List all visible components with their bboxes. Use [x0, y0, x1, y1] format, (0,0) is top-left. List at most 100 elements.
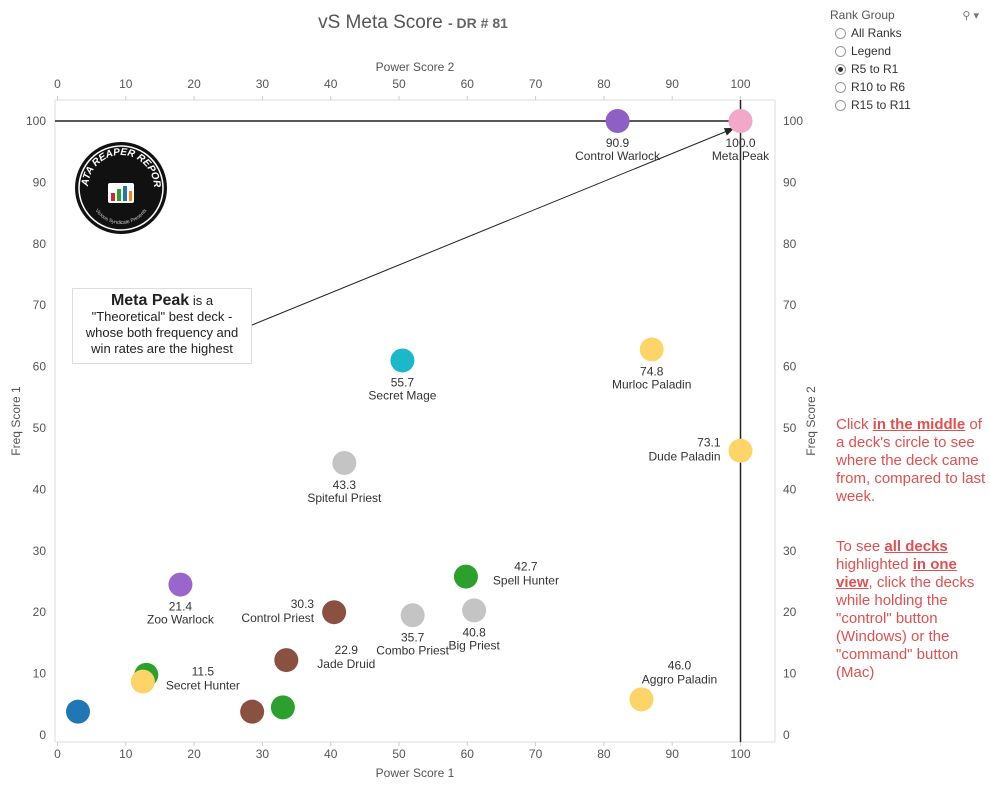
rank-option-0[interactable]: All Ranks	[835, 24, 985, 42]
y2-tick-label: 40	[783, 482, 797, 496]
annotation-rest4: win rates are the highest	[91, 341, 233, 356]
x2-axis-title: Power Score 2	[376, 60, 455, 74]
y-tick-label: 30	[33, 544, 47, 558]
rank-option-label: R10 to R6	[851, 80, 906, 94]
search-icon[interactable]: ⚲ ▾	[962, 9, 979, 22]
note2-a: To see	[836, 538, 885, 555]
x2-tick-label: 10	[119, 77, 133, 91]
radio-button[interactable]	[835, 45, 846, 57]
rank-option-1[interactable]: Legend	[835, 42, 985, 60]
rank-option-4[interactable]: R15 to R11	[835, 96, 985, 114]
y2-tick-label: 50	[783, 421, 797, 435]
deck-name-label: Control Priest	[241, 611, 314, 625]
x2-tick-label: 80	[597, 77, 611, 91]
deck-name-label: Zoo Warlock	[147, 613, 215, 627]
x-tick-label: 0	[54, 747, 61, 761]
x-tick-label: 10	[119, 747, 133, 761]
annotation-bold: Meta Peak	[110, 292, 190, 309]
note1-b: in the middle	[872, 416, 966, 433]
note1-c: of a deck's circle to see where the deck…	[836, 416, 986, 505]
rank-options: All Ranks Legend R5 to R1 R10 to R6 R15 to R…	[830, 24, 985, 114]
deck-name-label: Combo Priest	[376, 643, 449, 657]
y-tick-label: 0	[39, 728, 46, 742]
deck-value-label: 46.0	[668, 658, 692, 672]
deck-name-label: Secret Hunter	[166, 679, 240, 693]
deck-value-label: 11.5	[192, 665, 215, 679]
y2-tick-label: 90	[783, 175, 797, 189]
deck-name-label: Big Priest	[448, 638, 500, 652]
deck-value-label: 30.3	[291, 597, 315, 611]
y-tick-label: 70	[33, 298, 47, 312]
radio-button[interactable]	[835, 99, 846, 111]
y2-tick-label: 10	[783, 667, 797, 681]
y-axis-title: Freq Score 1	[9, 386, 23, 456]
deck-point	[322, 600, 347, 625]
rank-option-label: R15 to R11	[851, 98, 911, 112]
deck-value-label: 90.9	[606, 136, 630, 150]
note1-a: Click	[836, 416, 873, 433]
deck-point	[274, 648, 299, 673]
deck-point	[728, 438, 753, 463]
deck-point	[605, 109, 630, 133]
chart-title: vS Meta Score - DR # 81	[0, 12, 826, 34]
y-tick-label: 40	[33, 482, 47, 496]
instruction-note-2: To see all decks highlighted in one view…	[836, 538, 986, 682]
x2-tick-label: 50	[392, 77, 406, 91]
deck-point	[453, 564, 478, 589]
y2-tick-label: 100	[783, 114, 803, 128]
rank-option-3[interactable]: R10 to R6	[835, 78, 985, 96]
y-tick-label: 60	[33, 360, 47, 374]
y2-tick-label: 20	[783, 605, 797, 619]
note2-d: in one view	[836, 556, 957, 591]
data-reaper-logo: DATA REAPER REPORT Vicious Syndicate Pre…	[70, 133, 168, 235]
rank-option-2[interactable]: R5 to R1	[835, 60, 985, 78]
y2-tick-label: 70	[783, 298, 797, 312]
deck-value-label: 21.4	[169, 600, 193, 614]
x2-tick-label: 70	[529, 77, 543, 91]
x2-tick-label: 30	[256, 77, 270, 91]
deck-name-label: Spiteful Priest	[307, 491, 382, 505]
x2-tick-label: 90	[666, 77, 680, 91]
deck-name-label: Jade Druid	[317, 657, 375, 671]
rank-option-label: Legend	[851, 44, 892, 58]
instruction-note-1: Click in the middle of a deck's circle t…	[836, 416, 986, 506]
x-tick-label: 40	[324, 747, 338, 761]
deck-value-label: 74.8	[640, 364, 664, 378]
x2-tick-label: 60	[461, 77, 475, 91]
deck-name-label: Aggro Paladin	[642, 672, 717, 686]
y2-tick-label: 60	[783, 360, 797, 374]
deck-value-label: 55.7	[391, 375, 415, 389]
deck-value-label: 40.8	[462, 625, 486, 639]
deck-point	[462, 598, 487, 623]
deck-point	[332, 450, 357, 475]
radio-button[interactable]	[835, 27, 846, 39]
deck-name-label: Spell Hunter	[493, 574, 559, 588]
y-tick-label: 50	[33, 421, 47, 435]
rank-option-label: R5 to R1	[851, 62, 899, 76]
x-tick-label: 60	[461, 747, 475, 761]
annotation-rest3: whose both frequency and	[85, 325, 239, 340]
rank-group-header: Rank Group ⚲ ▾	[830, 6, 985, 24]
deck-point	[639, 337, 664, 362]
deck-point	[728, 109, 753, 133]
deck-point	[168, 572, 193, 597]
rank-option-label: All Ranks	[851, 26, 902, 40]
deck-name-label: Dude Paladin	[648, 450, 720, 464]
annotation-rest1: is a	[189, 293, 214, 308]
x-tick-label: 100	[730, 747, 750, 761]
radio-button[interactable]	[835, 81, 846, 93]
deck-point	[629, 687, 654, 712]
deck-name-label: Meta Peak	[712, 149, 770, 163]
rank-group-label: Rank Group	[830, 8, 895, 22]
x2-tick-label: 20	[187, 77, 201, 91]
y2-tick-label: 0	[783, 728, 790, 742]
x-tick-label: 30	[256, 747, 270, 761]
chart-title-main: vS Meta Score	[318, 12, 443, 33]
x-tick-label: 70	[529, 747, 543, 761]
deck-value-label: 73.1	[697, 436, 721, 450]
x-tick-label: 90	[666, 747, 680, 761]
radio-button[interactable]	[835, 63, 846, 75]
annotation-rest2: "Theoretical" best deck -	[91, 309, 233, 324]
x-tick-label: 20	[187, 747, 201, 761]
